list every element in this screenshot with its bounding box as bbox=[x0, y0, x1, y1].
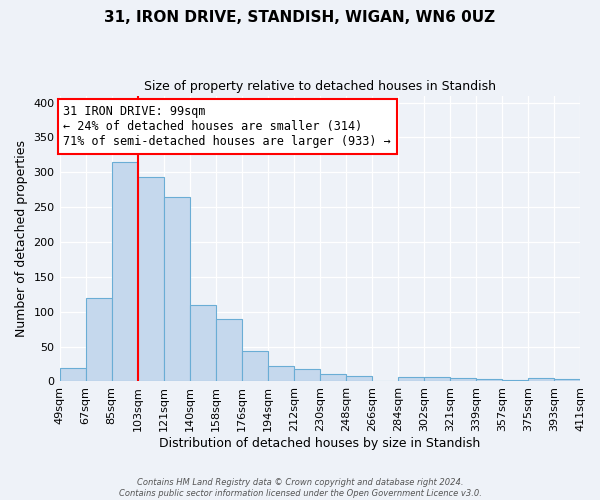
Bar bbox=[476, 380, 502, 382]
Bar bbox=[424, 378, 450, 382]
Bar bbox=[554, 380, 580, 382]
Bar bbox=[112, 162, 137, 382]
Y-axis label: Number of detached properties: Number of detached properties bbox=[15, 140, 28, 337]
Bar bbox=[398, 376, 424, 382]
Bar bbox=[320, 374, 346, 382]
Bar bbox=[346, 376, 372, 382]
Title: Size of property relative to detached houses in Standish: Size of property relative to detached ho… bbox=[144, 80, 496, 93]
Bar bbox=[294, 369, 320, 382]
Text: 31 IRON DRIVE: 99sqm
← 24% of detached houses are smaller (314)
71% of semi-deta: 31 IRON DRIVE: 99sqm ← 24% of detached h… bbox=[64, 104, 391, 148]
Bar bbox=[86, 298, 112, 382]
Bar bbox=[190, 305, 215, 382]
Bar bbox=[528, 378, 554, 382]
Bar bbox=[502, 380, 528, 382]
Bar bbox=[164, 196, 190, 382]
Bar bbox=[242, 352, 268, 382]
Bar bbox=[137, 177, 164, 382]
Text: Contains HM Land Registry data © Crown copyright and database right 2024.
Contai: Contains HM Land Registry data © Crown c… bbox=[119, 478, 481, 498]
Bar bbox=[59, 368, 86, 382]
Bar bbox=[215, 318, 242, 382]
Bar bbox=[268, 366, 294, 382]
Text: 31, IRON DRIVE, STANDISH, WIGAN, WN6 0UZ: 31, IRON DRIVE, STANDISH, WIGAN, WN6 0UZ bbox=[104, 10, 496, 25]
X-axis label: Distribution of detached houses by size in Standish: Distribution of detached houses by size … bbox=[159, 437, 481, 450]
Bar bbox=[450, 378, 476, 382]
